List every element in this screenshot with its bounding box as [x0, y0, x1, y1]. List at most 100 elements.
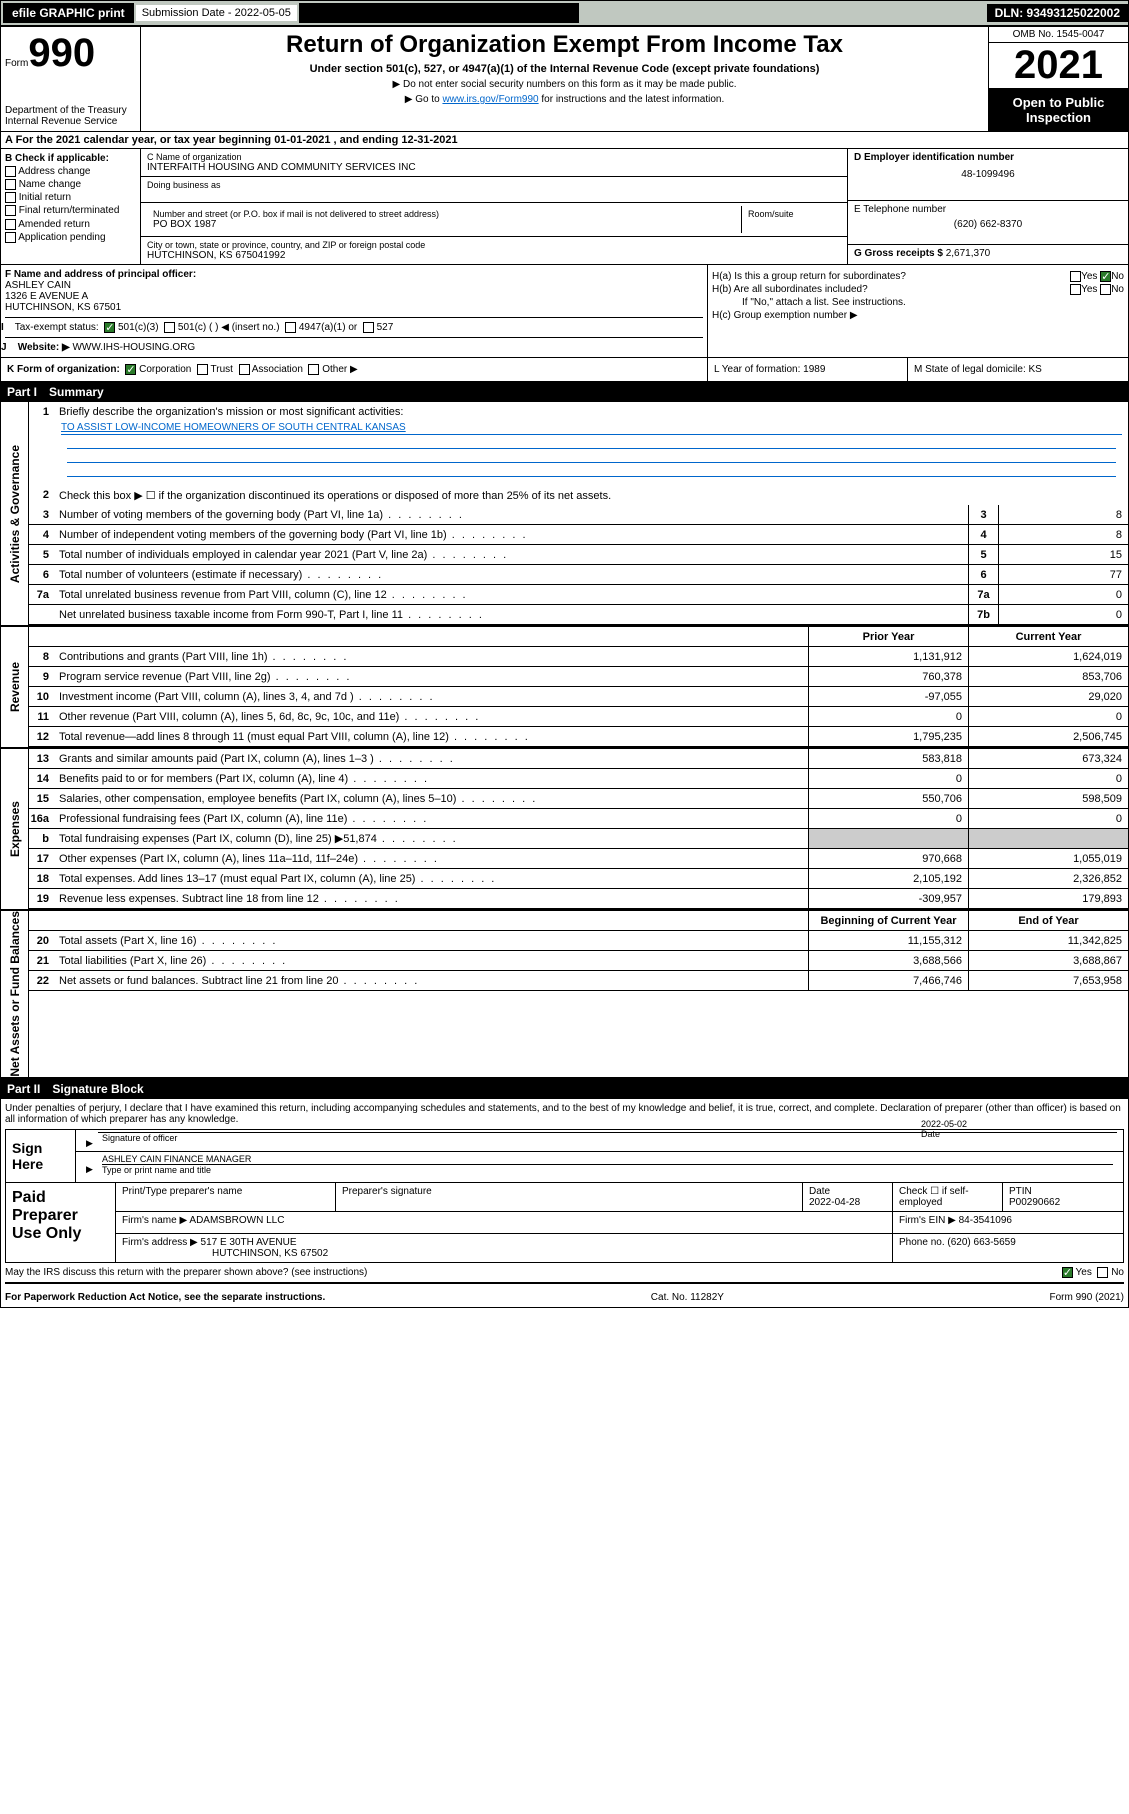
part-2-sub: Signature Block — [52, 1082, 143, 1096]
tax-status-label: Tax-exempt status: — [15, 322, 99, 333]
ha-label: H(a) Is this a group return for subordin… — [712, 271, 906, 282]
summary-row-label: Total fundraising expenses (Part IX, col… — [55, 830, 808, 847]
part-1-header: Part I Summary — [1, 382, 1128, 402]
checkbox[interactable] — [5, 166, 16, 177]
prior-value: 0 — [808, 809, 968, 828]
org-address: PO BOX 1987 — [153, 219, 735, 230]
discuss-label: May the IRS discuss this return with the… — [5, 1267, 1062, 1278]
tax-status-checkbox[interactable] — [104, 322, 115, 333]
prior-value: 1,131,912 — [808, 647, 968, 666]
part-2-label: Part II — [7, 1082, 40, 1096]
summary-row-label: Number of voting members of the governin… — [55, 507, 968, 523]
current-value: 1,624,019 — [968, 647, 1128, 666]
current-value: 11,342,825 — [968, 931, 1128, 950]
summary-value: 0 — [998, 585, 1128, 604]
col-de: D Employer identification number 48-1099… — [848, 149, 1128, 264]
line-box: 3 — [968, 505, 998, 524]
sig-date-val: 2022-05-02 — [921, 1119, 1113, 1129]
firm-ein-label: Firm's EIN ▶ — [899, 1215, 956, 1226]
tax-status-checkbox[interactable] — [363, 322, 374, 333]
prior-value: 1,795,235 — [808, 727, 968, 746]
discuss-no-checkbox[interactable] — [1097, 1267, 1108, 1278]
subtitle-1: Under section 501(c), 527, or 4947(a)(1)… — [145, 63, 984, 75]
gross-receipts-label: G Gross receipts $ — [854, 248, 943, 259]
checkbox[interactable] — [5, 205, 16, 216]
hb-yes-checkbox[interactable] — [1070, 284, 1081, 295]
prior-value: 583,818 — [808, 749, 968, 768]
summary-row-label: Total number of volunteers (estimate if … — [55, 567, 968, 583]
ha-yes-checkbox[interactable] — [1070, 271, 1081, 282]
paid-preparer-label: Paid Preparer Use Only — [6, 1183, 116, 1262]
prior-value: 550,706 — [808, 789, 968, 808]
form-990: Form990 Department of the Treasury Inter… — [0, 26, 1129, 1308]
self-emp-hdr: Check ☐ if self-employed — [893, 1183, 1003, 1211]
submission-date: Submission Date - 2022-05-05 — [136, 5, 297, 21]
org-form-checkbox[interactable] — [239, 364, 250, 375]
checkbox[interactable] — [5, 179, 16, 190]
firm-name: ADAMSBROWN LLC — [189, 1215, 284, 1226]
current-value: 3,688,867 — [968, 951, 1128, 970]
tax-status-checkbox[interactable] — [164, 322, 175, 333]
city-label: City or town, state or province, country… — [147, 240, 841, 250]
part-2-header: Part II Signature Block — [1, 1079, 1128, 1099]
summary-row-label: Total number of individuals employed in … — [55, 547, 968, 563]
current-value: 0 — [968, 769, 1128, 788]
current-value: 853,706 — [968, 667, 1128, 686]
prep-date-hdr: Date — [809, 1186, 830, 1197]
summary-row-label: Net unrelated business taxable income fr… — [55, 607, 968, 623]
row-a-tax-year: A For the 2021 calendar year, or tax yea… — [1, 132, 462, 148]
prior-value: 760,378 — [808, 667, 968, 686]
irs-label: Internal Revenue Service — [5, 116, 136, 127]
row-f-label: F Name and address of principal officer: — [5, 269, 703, 280]
mission-text[interactable]: TO ASSIST LOW-INCOME HOMEOWNERS OF SOUTH… — [61, 422, 406, 433]
current-value — [968, 829, 1128, 848]
summary-row-label: Total unrelated business revenue from Pa… — [55, 587, 968, 603]
line-box: 7b — [968, 605, 998, 624]
checkbox[interactable] — [5, 219, 16, 230]
summary-row-label: Net assets or fund balances. Subtract li… — [55, 973, 808, 989]
summary-row-label: Total expenses. Add lines 13–17 (must eq… — [55, 871, 808, 887]
firm-phone: (620) 663-5659 — [947, 1237, 1015, 1248]
firm-addr-label: Firm's address ▶ — [122, 1237, 198, 1248]
q1-label: Briefly describe the organization's miss… — [55, 404, 1128, 420]
checkbox[interactable] — [5, 232, 16, 243]
current-value: 179,893 — [968, 889, 1128, 908]
phone-label: E Telephone number — [854, 204, 1122, 215]
form-label: Form — [5, 58, 28, 69]
pra-notice: For Paperwork Reduction Act Notice, see … — [5, 1292, 325, 1303]
blank-button[interactable] — [299, 3, 579, 23]
tab-net-assets: Net Assets or Fund Balances — [1, 911, 29, 1077]
current-value: 0 — [968, 707, 1128, 726]
org-form-checkbox[interactable] — [308, 364, 319, 375]
sign-here-label: Sign Here — [6, 1130, 76, 1182]
tax-status-checkbox[interactable] — [285, 322, 296, 333]
hc-label: H(c) Group exemption number ▶ — [712, 310, 858, 321]
summary-value: 0 — [998, 605, 1128, 624]
dln-label: DLN: 93493125022002 — [987, 4, 1128, 22]
year-formation: L Year of formation: 1989 — [708, 358, 908, 381]
org-form-checkbox[interactable] — [125, 364, 136, 375]
ha-no-checkbox[interactable] — [1100, 271, 1111, 282]
checkbox[interactable] — [5, 192, 16, 203]
summary-value: 15 — [998, 545, 1128, 564]
efile-print-button[interactable]: efile GRAPHIC print — [3, 3, 134, 23]
dba-label: Doing business as — [147, 180, 841, 190]
summary-value: 8 — [998, 525, 1128, 544]
hb-no-checkbox[interactable] — [1100, 284, 1111, 295]
end-year-hdr: End of Year — [968, 911, 1128, 930]
beg-year-hdr: Beginning of Current Year — [808, 911, 968, 930]
q2-label: Check this box ▶ ☐ if the organization d… — [55, 487, 1128, 504]
state-domicile: M State of legal domicile: KS — [908, 358, 1128, 381]
org-form-checkbox[interactable] — [197, 364, 208, 375]
addr-label: Number and street (or P.O. box if mail i… — [153, 209, 735, 219]
irs-link[interactable]: www.irs.gov/Form990 — [442, 94, 538, 105]
dept-treasury: Department of the Treasury — [5, 105, 136, 116]
discuss-yes-checkbox[interactable] — [1062, 1267, 1073, 1278]
part-1-label: Part I — [7, 385, 37, 399]
org-name-label: C Name of organization — [147, 152, 841, 162]
tab-governance: Activities & Governance — [1, 402, 29, 625]
officer-addr2: HUTCHINSON, KS 67501 — [5, 302, 703, 313]
summary-value: 8 — [998, 505, 1128, 524]
omb-number: OMB No. 1545-0047 — [989, 27, 1128, 43]
subtitle-3-post: for instructions and the latest informat… — [539, 94, 725, 105]
